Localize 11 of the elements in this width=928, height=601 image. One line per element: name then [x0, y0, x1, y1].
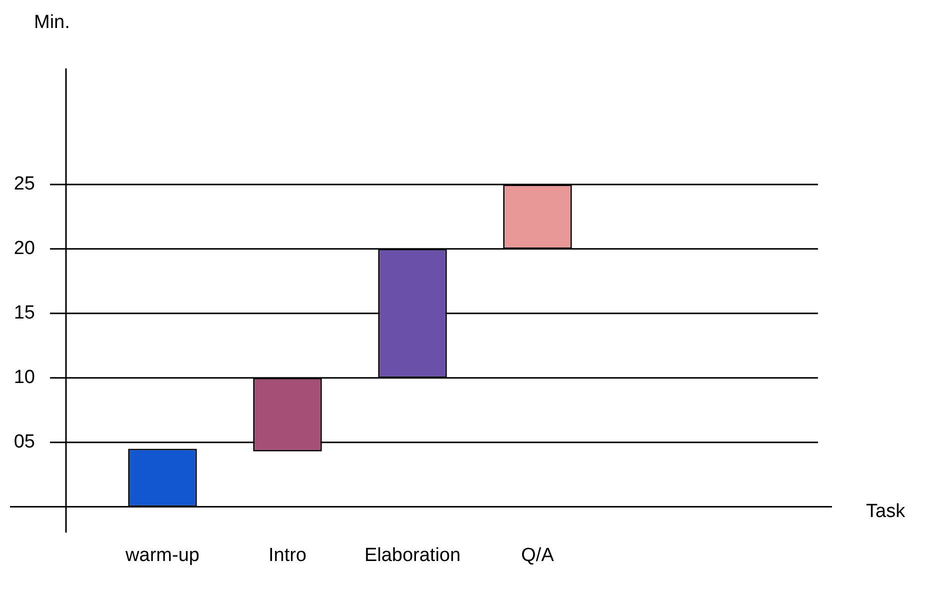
x-tick-label: Elaboration: [364, 545, 461, 566]
y-axis-title: Min.: [34, 12, 70, 34]
y-tick-label: 15: [14, 302, 35, 324]
x-tick-label: Q/A: [521, 545, 554, 566]
x-tick-label: warm-up: [124, 545, 200, 566]
y-tick-label: 10: [14, 367, 35, 388]
y-tick-label: 05: [14, 432, 35, 453]
x-tick-label: Intro: [268, 545, 307, 566]
y-tick-label: 25: [14, 174, 35, 195]
y-tick-label: 20: [14, 238, 35, 260]
text: Task: [866, 500, 906, 523]
